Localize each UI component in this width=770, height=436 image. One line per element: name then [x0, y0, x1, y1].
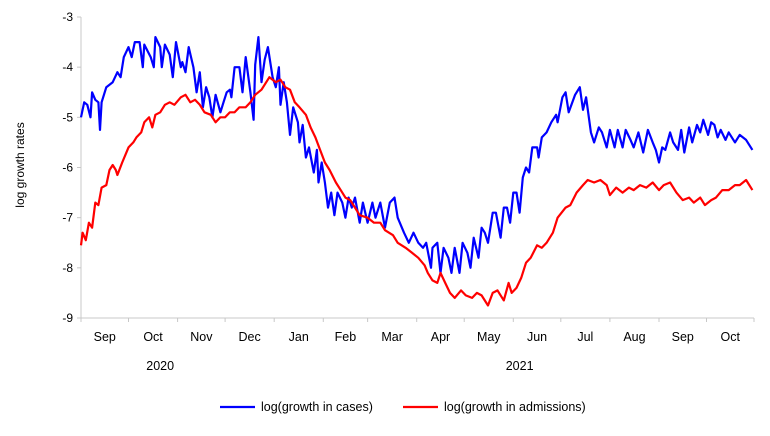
x-tick-label: Aug: [623, 330, 645, 344]
x-tick-label: Mar: [381, 330, 403, 344]
y-tick-label: -9: [62, 311, 73, 325]
y-tick-label: -8: [62, 261, 73, 275]
y-tick-label: -7: [62, 211, 73, 225]
year-label: 2020: [146, 359, 174, 373]
year-label: 2021: [506, 359, 534, 373]
x-tick-label: Dec: [239, 330, 261, 344]
x-tick-label: Apr: [431, 330, 450, 344]
x-tick-label: Sep: [94, 330, 116, 344]
legend-label-admissions: log(growth in admissions): [444, 400, 586, 414]
x-tick-label: Sep: [672, 330, 694, 344]
y-axis-label: log growth rates: [13, 122, 27, 207]
x-tick-label: Oct: [721, 330, 741, 344]
y-tick-label: -6: [62, 161, 73, 175]
legend-label-cases: log(growth in cases): [261, 400, 373, 414]
x-tick-label: Jul: [577, 330, 593, 344]
x-tick-label: May: [477, 330, 501, 344]
legend: log(growth in cases) log(growth in admiss…: [220, 400, 586, 414]
y-tick-label: -4: [62, 60, 73, 74]
y-tick-label: -5: [62, 110, 73, 124]
axes: -3 -4 -5 -6 -7 -8 -9 Sep Oct Nov Dec Jan Feb Mar Apr Ma…: [62, 10, 755, 373]
series-group: [79, 36, 754, 307]
series-line-admissions: [79, 76, 754, 307]
x-tick-label: Feb: [335, 330, 357, 344]
x-tick-label: Jun: [527, 330, 547, 344]
x-tick-label: Oct: [143, 330, 163, 344]
series-line-cases: [79, 36, 754, 274]
x-tick-label: Jan: [289, 330, 309, 344]
y-tick-label: -3: [62, 10, 73, 24]
x-tick-label: Nov: [190, 330, 213, 344]
